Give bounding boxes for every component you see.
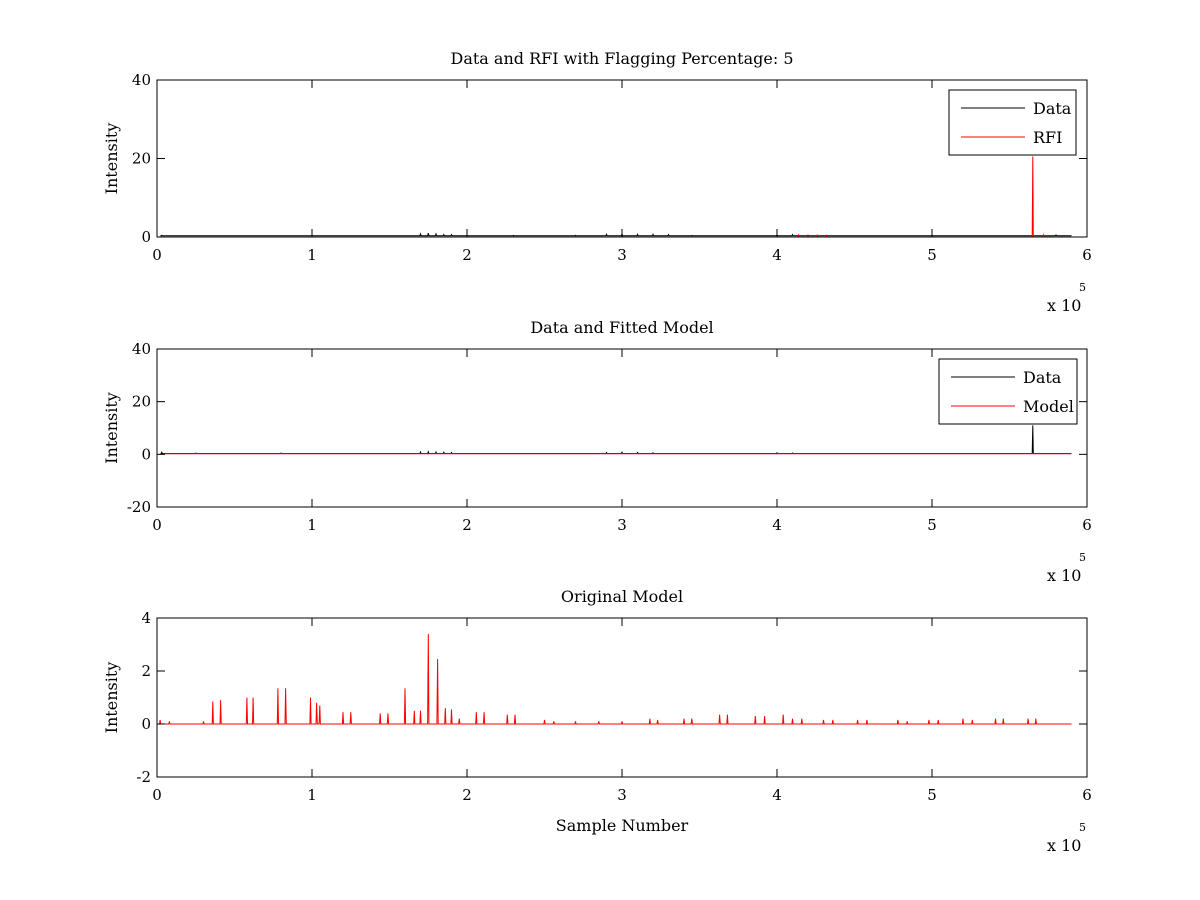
y-tick-label: -20 [127, 498, 151, 516]
series-line-data [159, 232, 1072, 237]
legend-box [948, 89, 1077, 156]
y-tick-label: 0 [141, 715, 151, 733]
y-tick-label: 4 [141, 609, 151, 627]
legend-entry-data: Data [1023, 368, 1062, 387]
x-tick-label: 6 [1082, 246, 1092, 264]
y-axis-label: Intensity [102, 662, 121, 734]
x-tick-label: 6 [1082, 516, 1092, 534]
x-tick-label: 3 [617, 246, 627, 264]
axes-frame [156, 617, 1088, 778]
x-tick-label: 1 [307, 246, 317, 264]
series-line-data [160, 425, 1072, 454]
x-tick-label: 3 [617, 786, 627, 804]
y-tick-label: 40 [132, 340, 151, 358]
legend-entry-data: Data [1033, 99, 1072, 118]
x-tick-label: 2 [462, 246, 472, 264]
legend-box [938, 358, 1078, 425]
legend-entry-rfi: RFI [1033, 128, 1062, 147]
y-tick-label: 2 [141, 662, 151, 680]
y-tick-label: -2 [136, 768, 151, 786]
x-tick-label: 3 [617, 516, 627, 534]
y-axis-label: Intensity [102, 392, 121, 464]
chart-title: Data and Fitted Model [530, 318, 713, 337]
x-tick-label: 2 [462, 786, 472, 804]
axes-frame [156, 79, 1088, 238]
x-multiplier: x 10 [1047, 296, 1081, 315]
x-tick-label: 4 [772, 786, 782, 804]
x-tick-label: 6 [1082, 786, 1092, 804]
series-line-model [158, 633, 1072, 725]
chart-title: Original Model [561, 587, 683, 606]
legend-entry-model: Model [1023, 397, 1074, 416]
x-tick-label: 5 [927, 786, 937, 804]
x-tick-label: 5 [927, 246, 937, 264]
series-line-rfi [163, 156, 1072, 238]
legend: Data Model [938, 358, 1078, 425]
x-multiplier: x 10 [1047, 836, 1081, 855]
x-tick-label: 4 [772, 516, 782, 534]
x-axis-label: Sample Number [556, 816, 689, 835]
x-tick-label: 0 [152, 516, 162, 534]
x-tick-label: 4 [772, 246, 782, 264]
legend: Data RFI [948, 89, 1077, 156]
x-tick-label: 0 [152, 786, 162, 804]
chart-title: Data and RFI with Flagging Percentage: 5 [450, 49, 793, 68]
y-axis-label: Intensity [102, 123, 121, 195]
y-tick-label: 40 [132, 71, 151, 89]
y-tick-label: 0 [141, 228, 151, 246]
x-tick-label: 1 [307, 516, 317, 534]
x-multiplier: x 10 [1047, 566, 1081, 585]
x-multiplier-exponent: 5 [1079, 551, 1086, 564]
x-multiplier-exponent: 5 [1079, 281, 1086, 294]
y-tick-label: 20 [132, 150, 151, 168]
x-tick-label: 2 [462, 516, 472, 534]
y-tick-label: 20 [132, 393, 151, 411]
x-tick-label: 0 [152, 246, 162, 264]
x-multiplier-exponent: 5 [1079, 821, 1086, 834]
x-tick-label: 5 [927, 516, 937, 534]
subplot-1: 0 1 2 3 4 5 6 0 20 40 Data and RFI with Flagging P… [102, 49, 1092, 315]
y-tick-label: 0 [141, 445, 151, 463]
x-tick-label: 1 [307, 786, 317, 804]
